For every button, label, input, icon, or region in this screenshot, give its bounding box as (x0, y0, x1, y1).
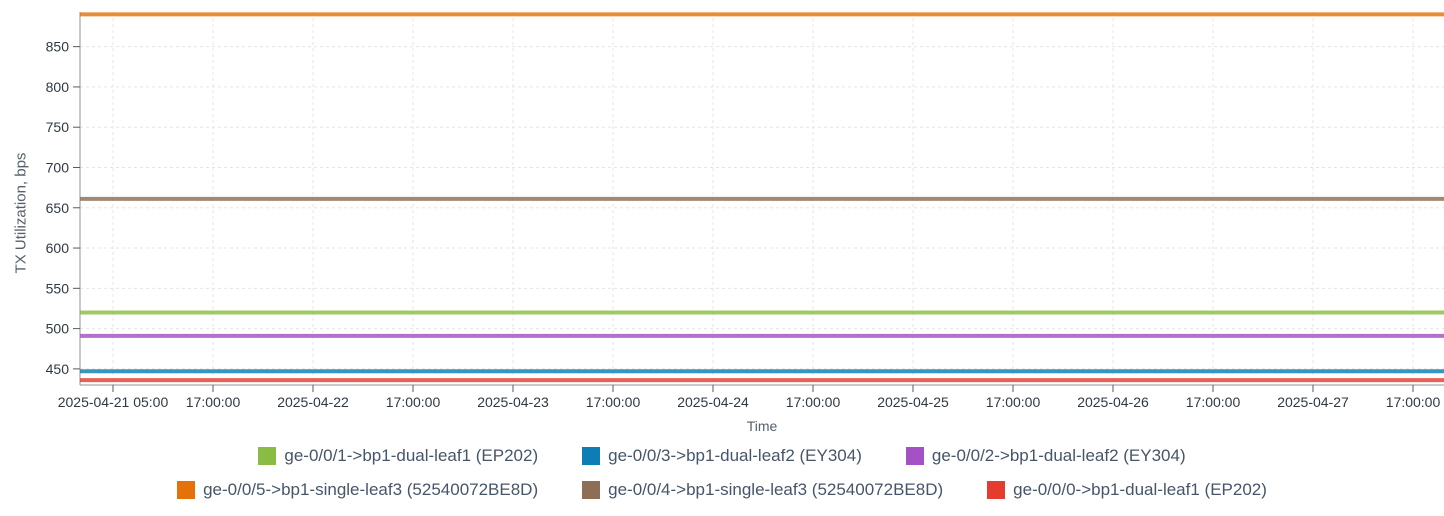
x-tick-label: 2025-04-24 (677, 394, 749, 410)
legend-item[interactable]: ge-0/0/3->bp1-dual-leaf2 (EY304) (582, 446, 862, 466)
y-tick-label: 650 (46, 200, 70, 216)
tx-utilization-chart: 450 500 550 600 650 700 750 800 850 2025-04-21 05… (46, 12, 1444, 410)
x-tick-label: 17:00:00 (186, 394, 241, 410)
y-tick-label: 800 (46, 79, 70, 95)
legend-item[interactable]: ge-0/0/5->bp1-single-leaf3 (52540072BE8D… (177, 480, 538, 500)
y-tick-label: 850 (46, 39, 70, 55)
legend-row: ge-0/0/5->bp1-single-leaf3 (52540072BE8D… (177, 475, 1267, 505)
y-tick-label: 550 (46, 280, 70, 296)
x-tick-label: 17:00:00 (986, 394, 1041, 410)
x-tick-label: 2025-04-22 (277, 394, 349, 410)
legend-label: ge-0/0/2->bp1-dual-leaf2 (EY304) (931, 446, 1186, 465)
y-tick-label: 750 (46, 119, 70, 135)
x-tick-label: 2025-04-25 (877, 394, 949, 410)
x-axis-title: Time (746, 418, 778, 434)
x-tick-label: 17:00:00 (586, 394, 641, 410)
legend-item[interactable]: ge-0/0/4->bp1-single-leaf3 (52540072BE8D… (582, 480, 943, 500)
legend-label: ge-0/0/1->bp1-dual-leaf1 (EP202) (284, 446, 539, 465)
y-tick-label: 450 (46, 361, 70, 377)
legend-item[interactable]: ge-0/0/0->bp1-dual-leaf1 (EP202) (987, 480, 1267, 500)
legend-item[interactable]: ge-0/0/2->bp1-dual-leaf2 (EY304) (905, 446, 1186, 466)
x-tick-label: 2025-04-26 (1077, 394, 1149, 410)
legend-label: ge-0/0/0->bp1-dual-leaf1 (EP202) (1013, 480, 1267, 499)
legend-swatch-icon (582, 447, 601, 465)
x-tick-label: 2025-04-23 (477, 394, 549, 410)
y-tick-label: 500 (46, 321, 70, 337)
y-tick-label: 600 (46, 240, 70, 256)
legend-item[interactable]: ge-0/0/1->bp1-dual-leaf1 (EP202) (258, 446, 538, 466)
y-axis-title: TX Utilization, bps (12, 152, 30, 274)
legend-swatch-icon (905, 447, 924, 465)
x-tick-label: 17:00:00 (1186, 394, 1241, 410)
legend-label: ge-0/0/4->bp1-single-leaf3 (52540072BE8D… (608, 480, 944, 499)
y-tick-label: 700 (46, 159, 70, 175)
x-tick-label: 2025-04-21 05:00 (58, 394, 169, 410)
legend-label: ge-0/0/5->bp1-single-leaf3 (52540072BE8D… (203, 480, 539, 499)
legend-row: ge-0/0/1->bp1-dual-leaf1 (EP202) ge-0/0/3… (258, 441, 1186, 471)
legend-swatch-icon (177, 481, 196, 499)
x-tick-label: 17:00:00 (786, 394, 841, 410)
legend-swatch-icon (582, 481, 601, 499)
legend-label: ge-0/0/3->bp1-dual-leaf2 (EY304) (608, 446, 862, 465)
legend-swatch-icon (258, 447, 277, 465)
x-tick-label: 17:00:00 (386, 394, 441, 410)
x-tick-label: 2025-04-27 (1277, 394, 1349, 410)
legend-swatch-icon (987, 481, 1006, 499)
x-tick-label: 17:00:00 (1386, 394, 1441, 410)
chart-legend: ge-0/0/1->bp1-dual-leaf1 (EP202) ge-0/0/3… (0, 441, 1444, 505)
